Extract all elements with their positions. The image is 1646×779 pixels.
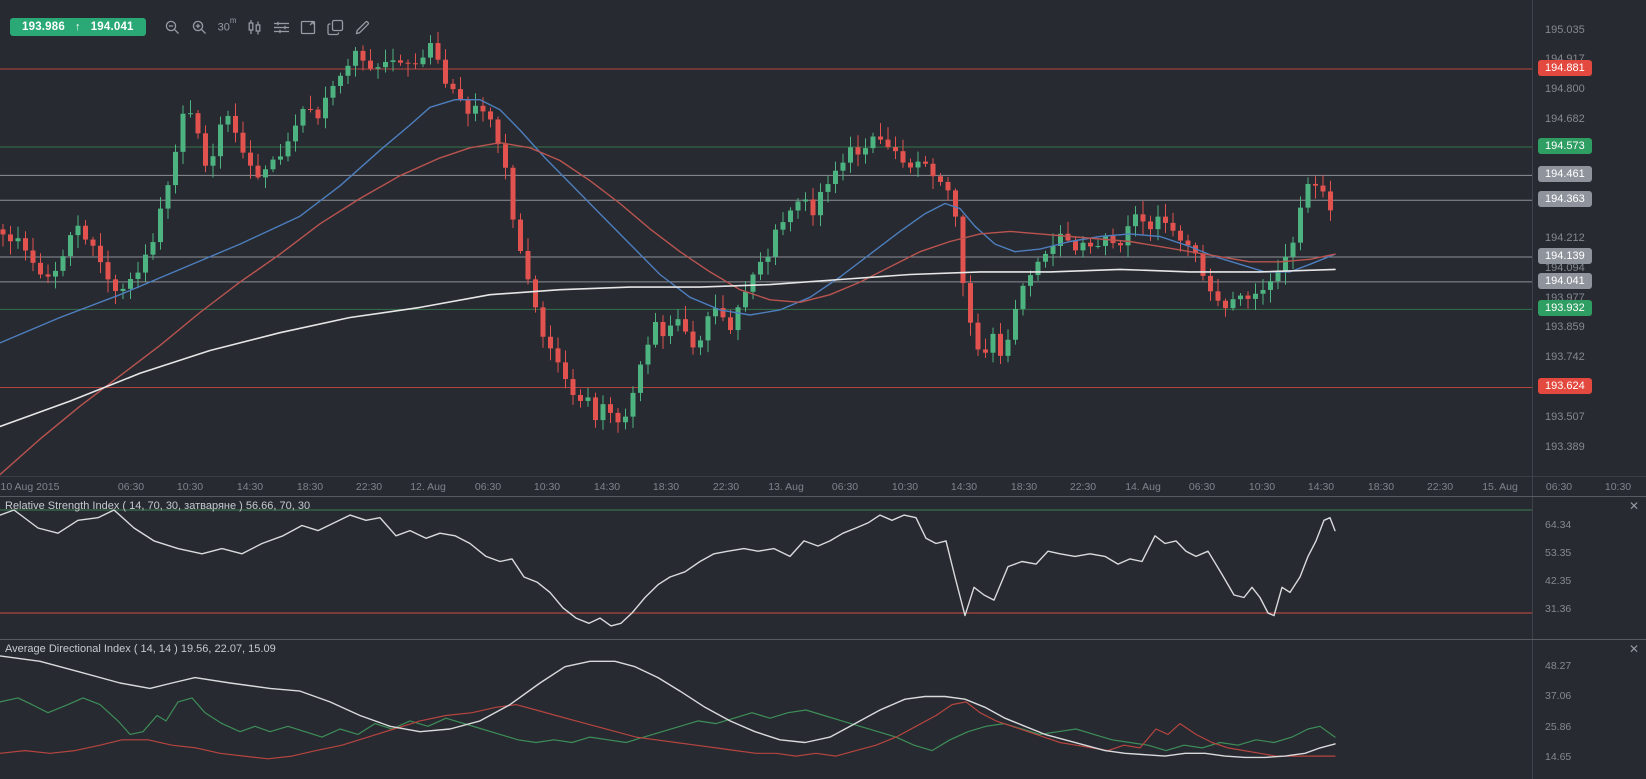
copy-chart-icon[interactable]	[327, 18, 345, 36]
price-level-badge: 194.139	[1538, 247, 1592, 264]
main-chart-canvas[interactable]	[0, 0, 1532, 476]
rsi-axis[interactable]: ✕ 64.34 53.35 42.35 31.36	[1532, 497, 1646, 640]
time-tick: 10:30	[176, 481, 204, 493]
price-tick: 195.035	[1545, 23, 1585, 36]
quote-badge[interactable]: 193.986 ↑ 194.041	[10, 18, 146, 36]
time-tick: 10:30	[891, 481, 919, 493]
adx-tick: 25.86	[1545, 720, 1572, 733]
time-tick: 10 Aug 2015	[0, 481, 60, 493]
chart-type-candles-icon[interactable]	[246, 18, 264, 36]
price-level-badge: 194.041	[1538, 272, 1592, 289]
time-tick: 06:30	[117, 481, 145, 493]
zoom-out-icon[interactable]	[164, 18, 182, 36]
rsi-tick: 53.35	[1545, 546, 1572, 559]
time-tick: 14:30	[236, 481, 264, 493]
price-tick: 193.859	[1545, 321, 1585, 334]
draw-icon[interactable]	[354, 18, 372, 36]
time-tick: 06:30	[474, 481, 502, 493]
price-tick: 194.800	[1545, 83, 1585, 96]
price-tick: 194.094	[1545, 261, 1585, 274]
rsi-tick: 31.36	[1545, 603, 1572, 616]
rsi-canvas[interactable]	[0, 497, 1532, 640]
time-tick: 10:30	[1248, 481, 1276, 493]
price-level-badge: 193.624	[1538, 378, 1592, 395]
price-level-badge: 194.461	[1538, 166, 1592, 183]
time-tick: 14:30	[1307, 481, 1335, 493]
adx-tick: 48.27	[1545, 660, 1572, 672]
price-tick: 193.389	[1545, 440, 1585, 453]
time-tick: 15. Aug	[1482, 481, 1518, 493]
time-tick: 06:30	[1545, 481, 1573, 493]
rsi-line	[0, 509, 1336, 627]
price-level-badge: 194.881	[1538, 60, 1592, 76]
time-tick: 22:30	[1426, 481, 1454, 493]
time-tick: 14. Aug	[1125, 481, 1161, 493]
adx-tick: 37.06	[1545, 690, 1572, 703]
adx-line	[0, 655, 1336, 759]
adx-close-icon[interactable]: ✕	[1628, 642, 1639, 656]
price-tick: 194.682	[1545, 112, 1585, 125]
price-level-badge: 194.363	[1538, 191, 1592, 208]
time-tick: 18:30	[652, 481, 680, 493]
adx-panel-divider	[0, 639, 1646, 640]
price-axis[interactable]: 195.035194.917194.800194.682194.212194.0…	[1532, 0, 1646, 476]
price-tick: 193.742	[1545, 351, 1585, 364]
time-tick: 22:30	[355, 481, 383, 493]
time-tick: 14:30	[950, 481, 978, 493]
screenshot-icon[interactable]	[300, 18, 318, 36]
chart-toolbar: 193.986 ↑ 194.041 30m	[10, 14, 372, 40]
indicators-icon[interactable]	[273, 18, 291, 36]
toolbar-icons: 30m	[164, 16, 372, 36]
minus-di-line	[0, 701, 1336, 760]
time-tick: 13. Aug	[768, 481, 804, 493]
rsi-close-icon[interactable]: ✕	[1628, 499, 1639, 513]
time-tick: 18:30	[1010, 481, 1038, 493]
time-tick: 22:30	[1069, 481, 1097, 493]
adx-title[interactable]: Average Directional Index ( 14, 14 ) 19.…	[5, 643, 276, 655]
adx-panel: Average Directional Index ( 14, 14 ) 19.…	[0, 640, 1532, 779]
ma-red	[0, 142, 1336, 476]
plus-di-line	[0, 697, 1336, 752]
ask-price: 194.041	[90, 21, 134, 33]
rsi-panel-divider	[0, 496, 1646, 497]
bid-price: 193.986	[22, 21, 65, 33]
time-tick: 10:30	[1604, 481, 1632, 493]
adx-canvas[interactable]	[0, 640, 1532, 779]
time-tick: 06:30	[831, 481, 859, 493]
adx-axis[interactable]: ✕ 48.27 37.06 25.86 14.65	[1532, 640, 1646, 779]
timeframe-30m[interactable]: 30m	[217, 16, 237, 34]
price-level-badge: 193.932	[1538, 300, 1592, 317]
time-tick: 06:30	[1188, 481, 1216, 493]
time-tick: 18:30	[1367, 481, 1395, 493]
time-axis[interactable]: 10 Aug 2015 06:30 10:30 14:30 18:30 22:30 12. …	[0, 476, 1646, 498]
candles	[0, 32, 1333, 433]
time-tick: 14:30	[593, 481, 621, 493]
rsi-title[interactable]: Relative Strength Index ( 14, 70, 30, за…	[5, 500, 311, 512]
rsi-panel: Relative Strength Index ( 14, 70, 30, за…	[0, 497, 1532, 640]
time-tick: 22:30	[712, 481, 740, 493]
rsi-tick: 42.35	[1545, 575, 1572, 588]
time-tick: 10:30	[533, 481, 561, 493]
price-tick: 194.212	[1545, 232, 1585, 244]
zoom-in-icon[interactable]	[191, 18, 209, 36]
time-tick: 12. Aug	[410, 481, 446, 493]
tick-direction-up-icon: ↑	[74, 21, 81, 33]
time-tick: 18:30	[296, 481, 324, 493]
price-level-badge: 194.573	[1538, 138, 1592, 155]
adx-tick: 14.65	[1545, 751, 1572, 763]
ma-blue	[0, 99, 1336, 344]
price-tick: 193.507	[1545, 410, 1585, 423]
axis-border	[1532, 0, 1533, 779]
ma-white	[0, 268, 1336, 428]
main-chart-panel	[0, 0, 1532, 476]
rsi-tick: 64.34	[1545, 518, 1572, 531]
